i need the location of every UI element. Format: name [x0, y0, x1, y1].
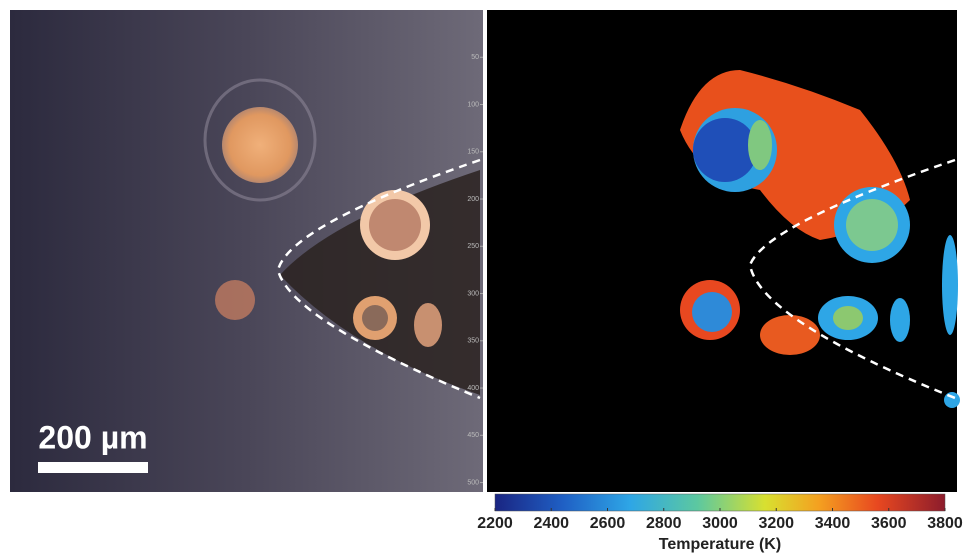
colorbar-label: Temperature (K): [659, 536, 781, 553]
y-tick-label: 100: [467, 101, 479, 108]
colorbar-tick-label: 3600: [871, 515, 907, 532]
y-tick-label: 50: [471, 54, 479, 61]
y-tick-label: 300: [467, 290, 479, 297]
scale-bar-label: 200 µm: [38, 419, 147, 455]
temperature-map: [487, 10, 960, 492]
y-tick-label: 150: [467, 149, 479, 156]
y-tick-label: 250: [467, 243, 479, 250]
page: {"left_panel": {"scale_bar": "200 µm", "…: [0, 0, 971, 555]
y-tick-label: 200: [467, 196, 479, 203]
colorbar-tick-label: 3200: [758, 515, 794, 532]
y-tick-label: 500: [467, 479, 479, 486]
y-tick-label: 450: [467, 432, 479, 439]
y-tick-label: 350: [467, 338, 479, 345]
colorbar-tick-label: 2800: [646, 515, 682, 532]
optical-image: 200 µm: [10, 10, 483, 492]
colorbar-tick-label: 2600: [590, 515, 626, 532]
colorbar-tick-label: 3400: [815, 515, 851, 532]
colorbar-tick-label: 2200: [477, 515, 513, 532]
colorbar-tick-label: 2400: [533, 515, 569, 532]
figure: 200 µm Temperature (K) 50 100 150 200 250 300…: [0, 0, 971, 555]
y-tick-label: 400: [467, 385, 479, 392]
colorbar-tick-label: 3000: [702, 515, 738, 532]
colorbar-tick-label: 3800: [927, 515, 963, 532]
